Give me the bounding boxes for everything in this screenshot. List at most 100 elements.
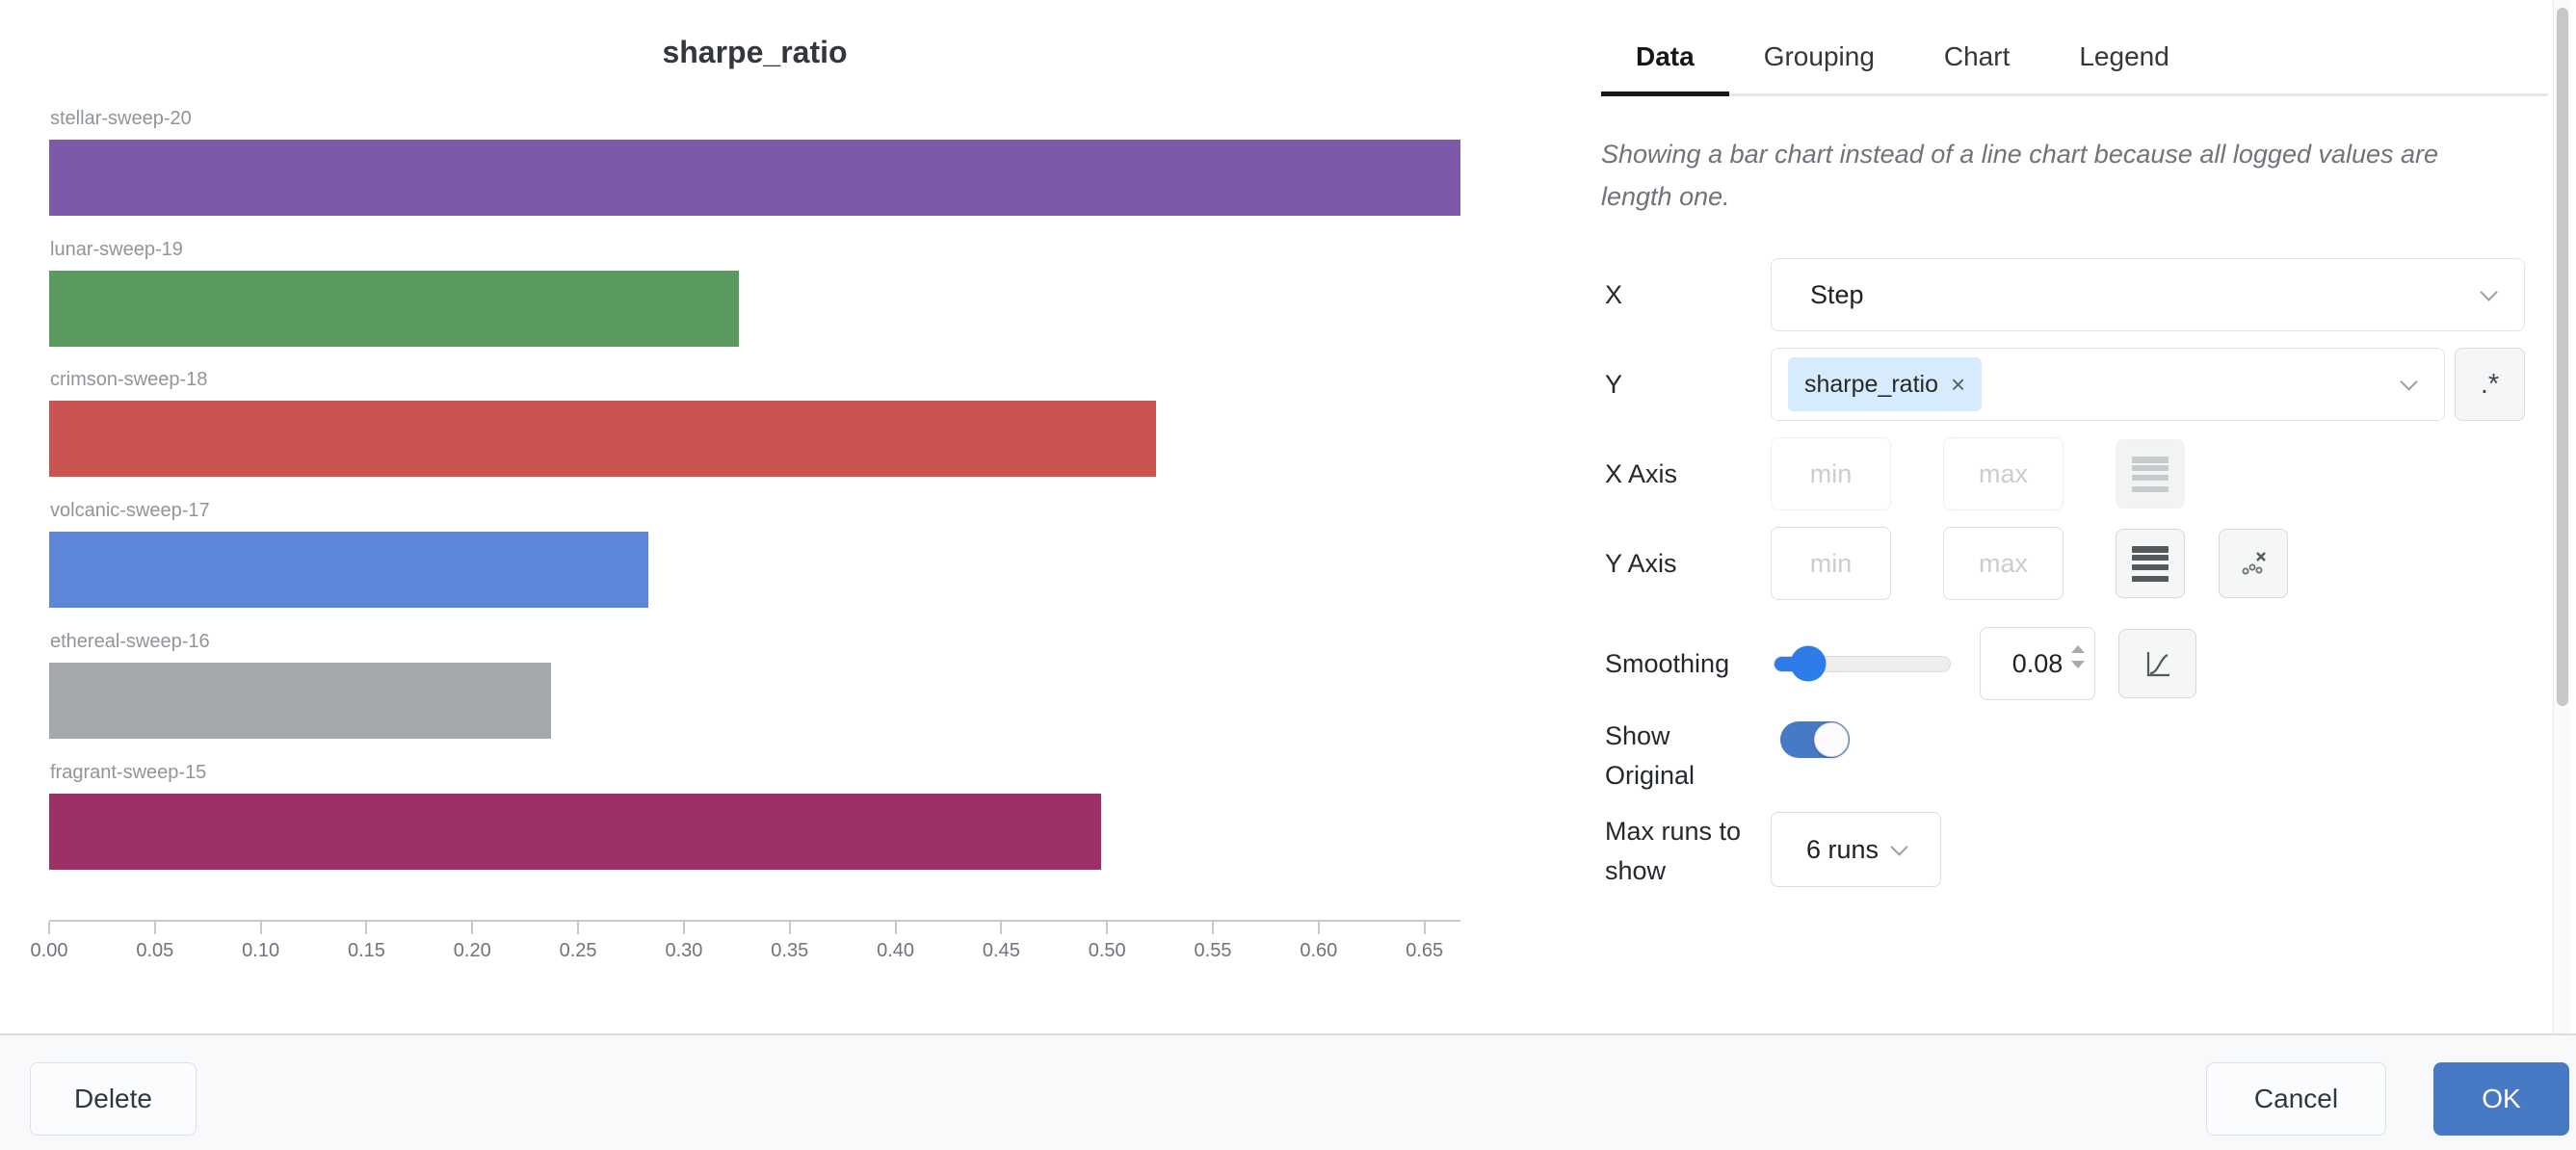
smoothing-value-input[interactable] [2004, 648, 2071, 679]
x-axis-tick [682, 922, 685, 934]
chart-bar-row: crimson-sweep-18 [49, 369, 1460, 484]
smoothing-slider-handle[interactable] [1790, 645, 1827, 682]
max-runs-label: Max runs to show [1605, 817, 1742, 885]
run-name-label: volcanic-sweep-17 [50, 500, 210, 522]
x-axis-tick-label: 0.55 [1194, 940, 1232, 961]
bar[interactable] [49, 793, 1101, 870]
y-field-select[interactable]: sharpe_ratio × [1771, 348, 2445, 421]
x-axis-tick [1317, 922, 1320, 934]
close-icon[interactable]: × [1950, 370, 1966, 399]
x-axis-tick [1212, 922, 1215, 934]
smoothing-controls [1771, 627, 2548, 700]
x-axis-tick [471, 922, 474, 934]
chart-bar-row: stellar-sweep-20 [49, 108, 1460, 223]
x-field-label: X [1605, 279, 1623, 309]
x-axis-line [49, 920, 1460, 922]
running-average-icon [2146, 652, 2169, 677]
x-axis-tick [1106, 922, 1109, 934]
toggle-knob [1814, 722, 1849, 757]
x-axis-tick-label: 0.15 [347, 940, 385, 961]
max-runs-row: Max runs to show 6 runs [1601, 812, 2548, 891]
x-axis-tick-label: 0.60 [1300, 940, 1338, 961]
y-axis-row: Y Axis [1601, 527, 2548, 600]
x-axis-tick-label: 0.45 [982, 940, 1020, 961]
y-field-row: Y sharpe_ratio × .* [1601, 348, 2548, 421]
x-axis-max-input[interactable] [1943, 437, 2063, 510]
tab-chart[interactable]: Chart [1943, 40, 2011, 71]
x-axis-tick [259, 922, 262, 934]
y-field-label: Y [1605, 369, 1623, 399]
show-original-toggle[interactable] [1780, 721, 1850, 758]
chart-bar-row: lunar-sweep-19 [49, 239, 1460, 354]
y-axis-log-scale-button[interactable] [2116, 529, 2185, 598]
smoothing-slider[interactable] [1774, 645, 1951, 682]
x-axis-min-input[interactable] [1771, 437, 1891, 510]
run-name-label: ethereal-sweep-16 [50, 630, 210, 652]
ok-button[interactable]: OK [2433, 1062, 2569, 1136]
chart-bar-row: volcanic-sweep-17 [49, 500, 1460, 615]
bar-chart: sharpe_ratio stellar-sweep-20 lunar-sweep… [30, 35, 1460, 961]
x-axis-tick [365, 922, 368, 934]
x-axis-tick-label: 0.25 [559, 940, 597, 961]
x-axis-row: X Axis [1601, 437, 2548, 510]
x-axis-tick [48, 922, 50, 934]
show-original-label: Show Original [1605, 721, 1695, 790]
bar[interactable] [49, 270, 740, 347]
bar[interactable] [49, 662, 551, 739]
x-axis-tick-label: 0.05 [136, 940, 174, 961]
panel-scrollbar[interactable] [2553, 0, 2570, 1033]
x-axis-tick [788, 922, 791, 934]
smoothing-stepper [2071, 645, 2085, 668]
run-name-label: lunar-sweep-19 [50, 238, 183, 260]
log-scale-icon [2132, 545, 2169, 582]
y-axis-max-input[interactable] [1943, 527, 2063, 600]
run-name-label: fragrant-sweep-15 [50, 761, 207, 783]
max-runs-value: 6 runs [1805, 834, 1879, 864]
x-axis-tick-label: 0.10 [242, 940, 280, 961]
cancel-button[interactable]: Cancel [2206, 1062, 2386, 1136]
x-axis-tick [577, 922, 580, 934]
x-axis-tick [153, 922, 156, 934]
x-axis-log-scale-button[interactable] [2116, 439, 2185, 509]
running-average-button[interactable] [2118, 629, 2196, 698]
chevron-down-icon [2400, 373, 2418, 391]
y-field-controls: sharpe_ratio × .* [1771, 348, 2548, 421]
tab-legend[interactable]: Legend [2079, 40, 2169, 71]
tab-data[interactable]: Data [1601, 19, 1729, 96]
ignore-outliers-button[interactable] [2219, 529, 2288, 598]
x-field-value: Step [1810, 279, 1864, 309]
x-axis-tick-label: 0.50 [1088, 940, 1126, 961]
ignore-outliers-icon [2242, 552, 2266, 575]
y-axis-min-input[interactable] [1771, 527, 1891, 600]
footer-action-buttons: Cancel OK [2206, 1062, 2569, 1136]
stepper-down-icon[interactable] [2071, 661, 2085, 668]
delete-button[interactable]: Delete [30, 1062, 197, 1136]
log-scale-icon [2132, 456, 2169, 492]
bar[interactable] [49, 140, 1460, 216]
chart-bar-row: ethereal-sweep-16 [49, 631, 1460, 746]
chart-settings-panel: Data Grouping Chart Legend Showing a bar… [1601, 0, 2548, 907]
x-field-select[interactable]: Step [1771, 258, 2525, 331]
chevron-down-icon [2480, 283, 2498, 301]
y-axis-label: Y Axis [1605, 548, 1677, 578]
chart-title: sharpe_ratio [662, 35, 848, 69]
x-axis-tick-label: 0.65 [1406, 940, 1444, 961]
x-axis-label: X Axis [1605, 458, 1678, 488]
tab-grouping[interactable]: Grouping [1763, 40, 1875, 71]
scrollbar-thumb[interactable] [2557, 8, 2568, 706]
settings-form: X Step Y sharpe_ratio × .* X Axis [1601, 258, 2548, 891]
regex-toggle-button[interactable]: .* [2455, 348, 2525, 421]
x-axis-tick [1423, 922, 1426, 934]
x-axis-tick-label: 0.00 [30, 940, 68, 961]
y-axis-controls [1771, 527, 2548, 600]
stepper-up-icon[interactable] [2071, 645, 2085, 653]
max-runs-select[interactable]: 6 runs [1771, 812, 1941, 887]
bar-chart-note: Showing a bar chart instead of a line ch… [1601, 140, 2439, 211]
run-name-label: stellar-sweep-20 [50, 108, 192, 129]
x-axis-tick [894, 922, 897, 934]
bar[interactable] [49, 532, 648, 609]
x-axis-tick-label: 0.40 [877, 940, 915, 961]
x-axis-tick-label: 0.20 [453, 940, 491, 961]
smoothing-label: Smoothing [1605, 648, 1730, 678]
bar[interactable] [49, 401, 1156, 478]
